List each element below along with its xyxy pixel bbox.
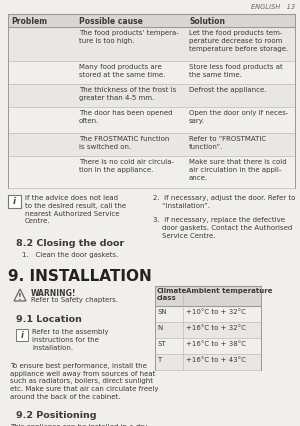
Bar — [8, 84, 295, 107]
Text: Let the food products tem-
perature decrease to room
temperature before storage.: Let the food products tem- perature decr… — [189, 30, 288, 52]
Text: Refer to Safety chapters.: Refer to Safety chapters. — [31, 297, 118, 303]
Text: 9.1 Location: 9.1 Location — [16, 315, 82, 324]
Text: This appliance can be installed in a dry,
well ventilated indoor where the ambie: This appliance can be installed in a dry… — [10, 424, 154, 426]
Text: SN: SN — [157, 309, 166, 315]
Text: Ambient temperature: Ambient temperature — [186, 288, 272, 294]
Bar — [155, 338, 261, 354]
Text: 9.2 Positioning: 9.2 Positioning — [16, 411, 97, 420]
Text: 8.2 Closing the door: 8.2 Closing the door — [16, 239, 124, 248]
Bar — [155, 306, 261, 322]
Text: 2.  If necessary, adjust the door. Refer to
    “Installation”.: 2. If necessary, adjust the door. Refer … — [153, 195, 296, 209]
Bar — [8, 195, 21, 208]
Text: +10°C to + 32°C: +10°C to + 32°C — [186, 309, 246, 315]
Text: WARNING!: WARNING! — [31, 289, 76, 298]
Bar — [155, 322, 261, 338]
Text: Refer to the assembly
instructions for the
installation.: Refer to the assembly instructions for t… — [32, 329, 109, 351]
Bar — [8, 27, 295, 61]
Text: ENGLISH   13: ENGLISH 13 — [251, 4, 295, 10]
Text: ST: ST — [157, 341, 166, 347]
Text: The FROSTMATIC function
is switched on.: The FROSTMATIC function is switched on. — [79, 136, 170, 150]
Text: i: i — [21, 331, 23, 340]
Text: Make sure that there is cold
air circulation in the appli-
ance.: Make sure that there is cold air circula… — [189, 159, 286, 181]
Bar — [8, 107, 295, 133]
Bar — [155, 354, 261, 370]
Text: +16°C to + 43°C: +16°C to + 43°C — [186, 357, 246, 363]
Text: Climate
class: Climate class — [157, 288, 188, 302]
Text: T: T — [157, 357, 161, 363]
Text: 9. INSTALLATION: 9. INSTALLATION — [8, 269, 152, 284]
Text: Problem: Problem — [11, 17, 47, 26]
Text: The thickness of the frost is
greater than 4-5 mm.: The thickness of the frost is greater th… — [79, 87, 176, 101]
Bar — [16, 329, 28, 341]
Bar — [155, 286, 261, 306]
Text: Refer to “FROSTMATIC
function”.: Refer to “FROSTMATIC function”. — [189, 136, 266, 150]
Bar — [8, 156, 295, 188]
Text: If the advice does not lead
to the desired result, call the
nearest Authorized S: If the advice does not lead to the desir… — [25, 195, 126, 224]
Text: Possible cause: Possible cause — [79, 17, 143, 26]
Text: Many food products are
stored at the same time.: Many food products are stored at the sam… — [79, 64, 165, 78]
Text: N: N — [157, 325, 162, 331]
Text: Store less food products at
the same time.: Store less food products at the same tim… — [189, 64, 283, 78]
Text: There is no cold air circula-
tion in the appliance.: There is no cold air circula- tion in th… — [79, 159, 174, 173]
Bar — [8, 133, 295, 156]
Text: The food products’ tempera-
ture is too high.: The food products’ tempera- ture is too … — [79, 30, 179, 44]
Text: +16°C to + 38°C: +16°C to + 38°C — [186, 341, 246, 347]
Text: Defrost the appliance.: Defrost the appliance. — [189, 87, 266, 93]
Text: To ensure best performance, install the
appliance well away from sources of heat: To ensure best performance, install the … — [10, 363, 158, 400]
Text: Open the door only if neces-
sary.: Open the door only if neces- sary. — [189, 110, 288, 124]
Bar — [8, 14, 295, 27]
Text: !: ! — [18, 293, 22, 302]
Text: +16°C to + 32°C: +16°C to + 32°C — [186, 325, 246, 331]
Text: The door has been opened
often.: The door has been opened often. — [79, 110, 172, 124]
Bar — [8, 61, 295, 84]
Text: i: i — [13, 197, 16, 206]
Text: Solution: Solution — [189, 17, 225, 26]
Text: 3.  If necessary, replace the defective
    door gaskets. Contact the Authorised: 3. If necessary, replace the defective d… — [153, 217, 292, 239]
Text: 1.   Clean the door gaskets.: 1. Clean the door gaskets. — [22, 252, 118, 258]
